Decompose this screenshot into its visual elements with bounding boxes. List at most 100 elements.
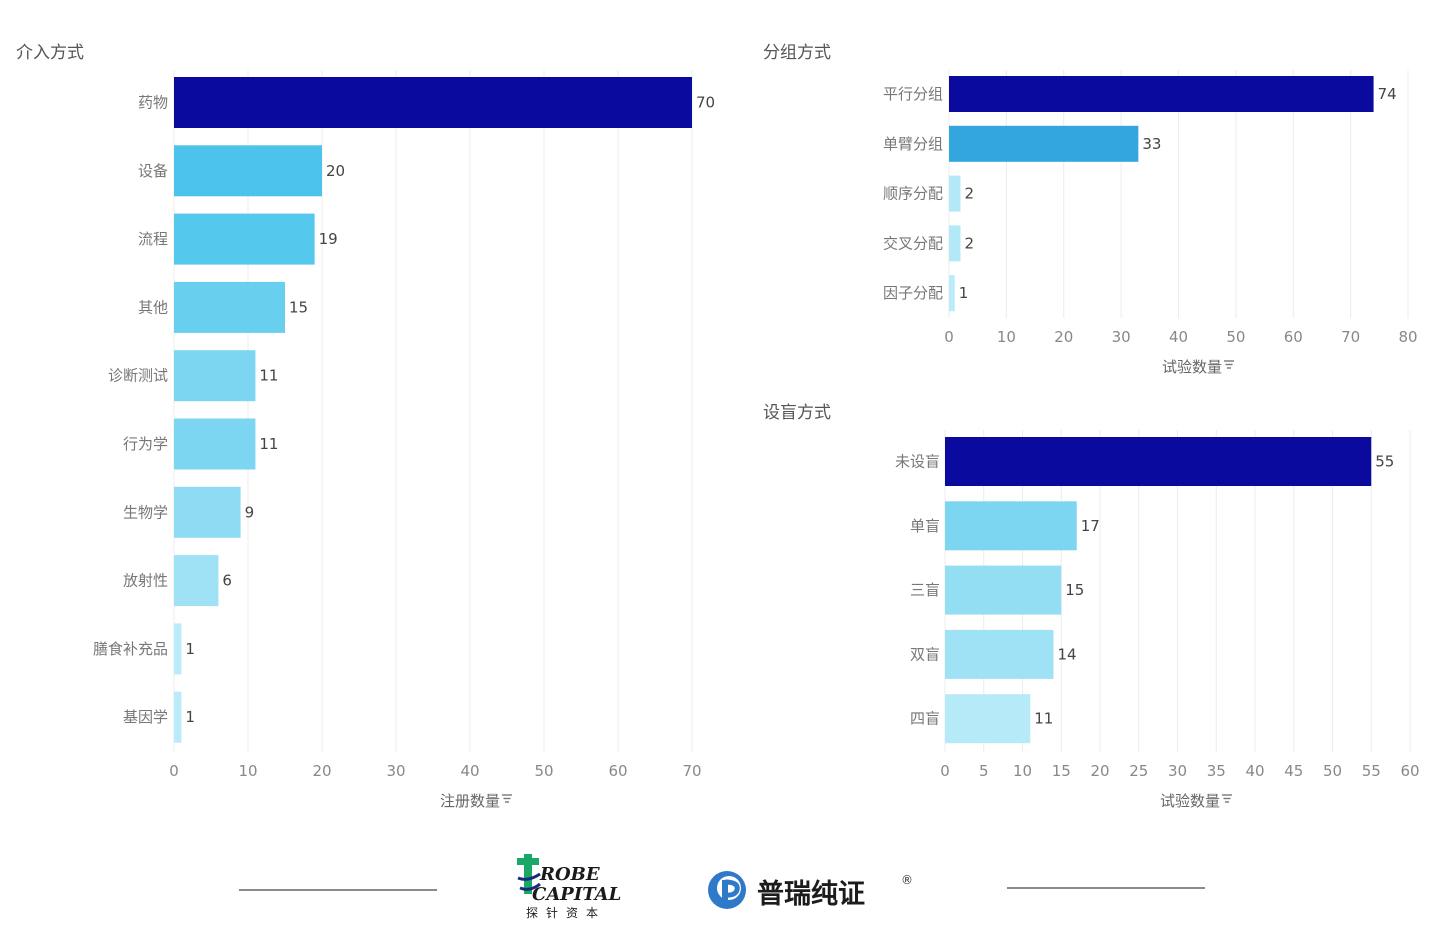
blinding-x-tick-label: 10 bbox=[1013, 762, 1032, 780]
intervention-bar bbox=[174, 418, 256, 470]
intervention-category-label: 基因学 bbox=[123, 708, 168, 726]
blinding-x-tick-label: 15 bbox=[1052, 762, 1071, 780]
blinding-bar bbox=[945, 629, 1054, 679]
blinding-category-label: 单盲 bbox=[910, 517, 940, 535]
grouping-chart-title: 分组方式 bbox=[763, 43, 831, 63]
grouping-data-label: 2 bbox=[964, 234, 974, 252]
grouping-x-tick-label: 20 bbox=[1054, 328, 1073, 346]
filter-icon bbox=[502, 794, 512, 803]
intervention-category-label: 放射性 bbox=[123, 572, 168, 590]
grouping-x-tick-label: 0 bbox=[944, 328, 954, 346]
intervention-category-label: 流程 bbox=[138, 230, 168, 248]
intervention-x-tick-label: 20 bbox=[312, 762, 331, 780]
intervention-bar bbox=[174, 281, 285, 333]
grouping-category-label: 交叉分配 bbox=[883, 234, 943, 252]
blinding-x-tick-label: 25 bbox=[1129, 762, 1148, 780]
blinding-category-label: 三盲 bbox=[910, 581, 940, 599]
filter-icon bbox=[1222, 794, 1232, 803]
intervention-category-label: 其他 bbox=[138, 298, 168, 316]
intervention-x-tick-label: 50 bbox=[534, 762, 553, 780]
intervention-data-label: 9 bbox=[245, 503, 255, 521]
blinding-data-label: 14 bbox=[1058, 645, 1077, 663]
blinding-x-tick-label: 60 bbox=[1400, 762, 1419, 780]
footer-divider-right bbox=[1007, 887, 1205, 889]
grouping-x-tick-label: 60 bbox=[1284, 328, 1303, 346]
blinding-x-tick-label: 45 bbox=[1284, 762, 1303, 780]
grouping-data-label: 33 bbox=[1142, 135, 1161, 153]
blinding-category-label: 双盲 bbox=[910, 645, 940, 663]
grouping-x-tick-label: 30 bbox=[1112, 328, 1131, 346]
intervention-x-tick-label: 60 bbox=[608, 762, 627, 780]
intervention-data-label: 11 bbox=[259, 435, 278, 453]
intervention-data-label: 1 bbox=[185, 640, 195, 658]
blinding-x-tick-label: 40 bbox=[1245, 762, 1264, 780]
intervention-x-tick-label: 40 bbox=[460, 762, 479, 780]
blinding-data-label: 11 bbox=[1034, 710, 1053, 728]
probe-capital-logo: ROBE CAPITAL 探针资本 bbox=[510, 852, 621, 922]
grouping-x-tick-label: 80 bbox=[1398, 328, 1417, 346]
intervention-bar bbox=[174, 77, 692, 128]
blinding-category-label: 未设盲 bbox=[895, 453, 940, 471]
intervention-category-label: 行为学 bbox=[123, 435, 168, 453]
intervention-data-label: 20 bbox=[326, 162, 345, 180]
grouping-bar bbox=[949, 275, 955, 312]
intervention-category-label: 设备 bbox=[138, 162, 168, 180]
blinding-x-tick-label: 50 bbox=[1323, 762, 1342, 780]
intervention-x-axis-title: 注册数量 bbox=[440, 792, 500, 810]
blinding-x-tick-label: 55 bbox=[1362, 762, 1381, 780]
grouping-data-label: 1 bbox=[959, 284, 969, 302]
prc-registered-mark: ® bbox=[901, 873, 913, 887]
intervention-category-label: 生物学 bbox=[123, 503, 168, 521]
prc-circle-icon bbox=[708, 871, 746, 909]
blinding-bar bbox=[945, 694, 1031, 744]
probe-logo-line1: ROBE bbox=[540, 864, 600, 885]
intervention-category-label: 诊断测试 bbox=[108, 367, 168, 385]
intervention-bar bbox=[174, 623, 182, 675]
intervention-x-tick-label: 0 bbox=[169, 762, 179, 780]
blinding-x-tick-label: 20 bbox=[1090, 762, 1109, 780]
grouping-x-tick-label: 70 bbox=[1341, 328, 1360, 346]
blinding-x-tick-label: 5 bbox=[979, 762, 989, 780]
intervention-bar bbox=[174, 213, 315, 265]
intervention-data-label: 11 bbox=[259, 367, 278, 385]
intervention-x-tick-label: 70 bbox=[682, 762, 701, 780]
blinding-bar bbox=[945, 437, 1372, 486]
intervention-chart-title: 介入方式 bbox=[16, 43, 84, 63]
grouping-x-axis-title: 试验数量 bbox=[1162, 358, 1222, 376]
intervention-bar bbox=[174, 555, 219, 607]
blinding-data-label: 55 bbox=[1375, 453, 1394, 471]
intervention-data-label: 1 bbox=[185, 708, 195, 726]
intervention-category-label: 膳食补充品 bbox=[93, 640, 168, 658]
blinding-category-label: 四盲 bbox=[910, 710, 940, 728]
intervention-x-tick-label: 10 bbox=[238, 762, 257, 780]
blinding-x-tick-label: 35 bbox=[1207, 762, 1226, 780]
grouping-data-label: 2 bbox=[964, 185, 974, 203]
blinding-x-tick-label: 0 bbox=[940, 762, 950, 780]
grouping-data-label: 74 bbox=[1378, 85, 1397, 103]
blinding-bar bbox=[945, 565, 1062, 615]
grouping-category-label: 因子分配 bbox=[883, 284, 943, 302]
grouping-bar bbox=[949, 125, 1139, 162]
grouping-x-tick-label: 50 bbox=[1226, 328, 1245, 346]
blinding-chart-title: 设盲方式 bbox=[763, 403, 831, 423]
intervention-bar bbox=[174, 486, 241, 538]
blinding-data-label: 17 bbox=[1081, 517, 1100, 535]
filter-icon bbox=[1224, 360, 1234, 369]
grouping-bar bbox=[949, 175, 961, 212]
intervention-x-tick-label: 30 bbox=[386, 762, 405, 780]
intervention-data-label: 19 bbox=[319, 230, 338, 248]
intervention-category-label: 药物 bbox=[138, 94, 168, 112]
blinding-x-tick-label: 30 bbox=[1168, 762, 1187, 780]
intervention-bar bbox=[174, 350, 256, 402]
prc-logo-text: 普瑞纯证 bbox=[757, 879, 865, 910]
blinding-x-axis-title: 试验数量 bbox=[1160, 792, 1220, 810]
grouping-category-label: 顺序分配 bbox=[883, 185, 943, 203]
intervention-data-label: 6 bbox=[222, 572, 232, 590]
grouping-category-label: 平行分组 bbox=[883, 85, 943, 103]
intervention-data-label: 15 bbox=[289, 298, 308, 316]
intervention-bar bbox=[174, 145, 322, 197]
probe-logo-chinese: 探针资本 bbox=[526, 906, 607, 920]
grouping-x-tick-label: 10 bbox=[997, 328, 1016, 346]
blinding-bar bbox=[945, 501, 1077, 551]
